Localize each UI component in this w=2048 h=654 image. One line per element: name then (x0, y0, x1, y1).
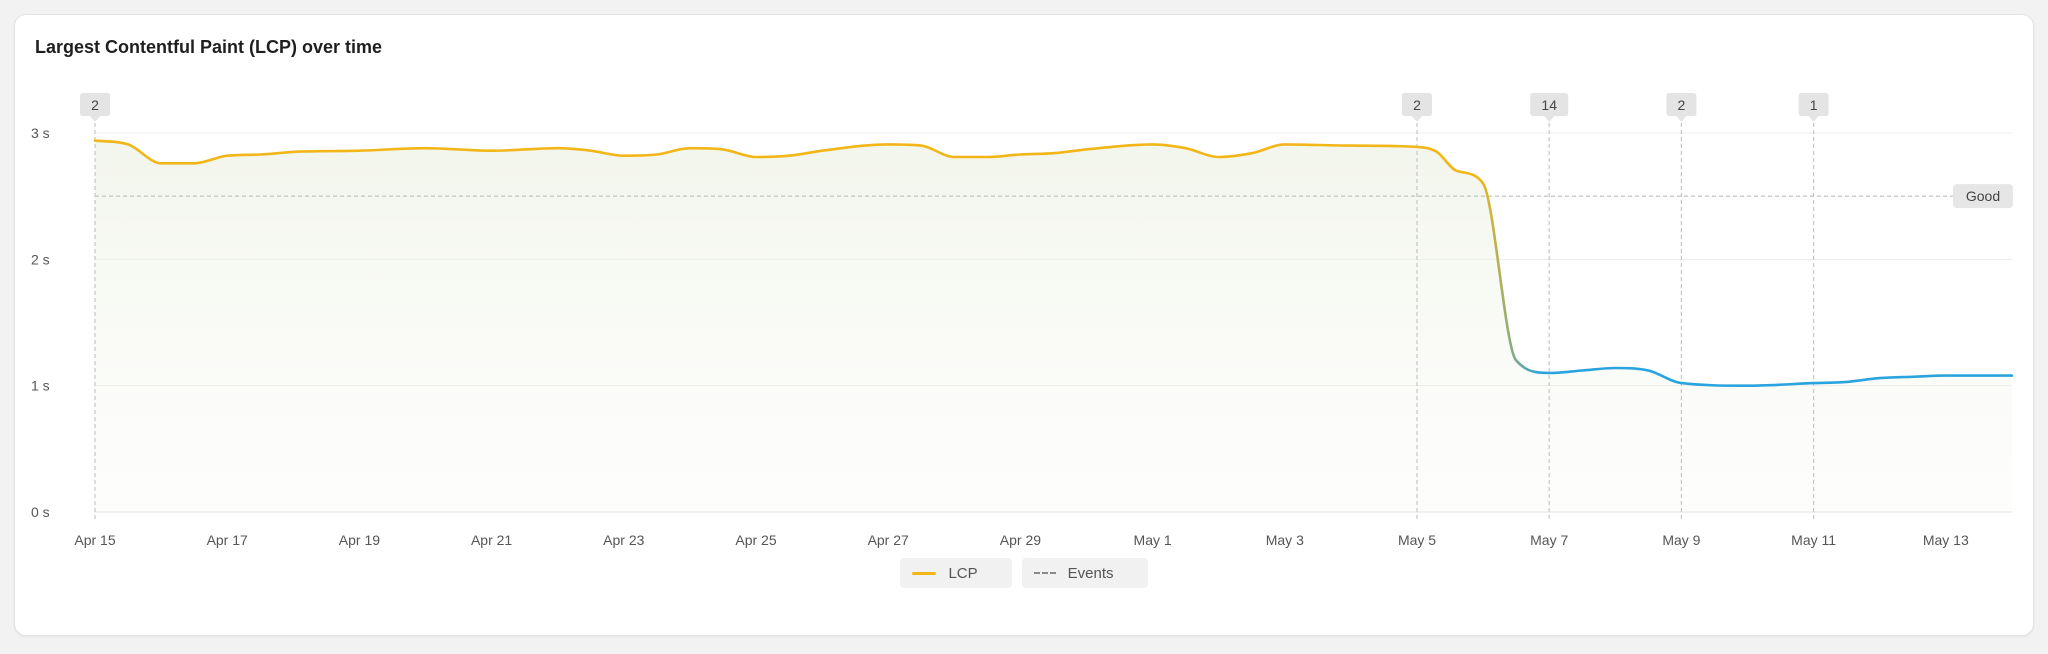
area-layer (95, 140, 2012, 512)
event-count-label: 2 (1678, 97, 1686, 113)
x-tick-label: Apr 23 (603, 532, 644, 548)
legend-label-events: Events (1067, 564, 1114, 582)
legend-item-events[interactable]: Events (1021, 558, 1148, 588)
event-marker[interactable]: 2 (80, 93, 110, 520)
x-tick-label: May 13 (1923, 532, 1969, 548)
event-badge (1402, 93, 1432, 122)
x-tick-label: Apr 19 (339, 532, 380, 548)
lcp-line-swatch-icon (912, 571, 937, 575)
lcp-area (95, 140, 2012, 512)
events-layer: 2 2 14 2 1 (80, 93, 1829, 520)
x-tick-label: Apr 25 (735, 532, 776, 548)
event-marker[interactable]: 2 (1402, 93, 1432, 520)
x-tick-label: Apr 17 (207, 532, 248, 548)
event-count-label: 2 (1413, 97, 1421, 113)
x-tick-label: May 7 (1530, 532, 1568, 548)
x-tick-label: May 9 (1662, 532, 1700, 548)
event-marker[interactable]: 2 (1666, 93, 1697, 520)
x-tick-label: May 1 (1134, 532, 1172, 548)
event-badge (80, 93, 110, 122)
x-tick-label: Apr 15 (74, 532, 115, 548)
event-marker[interactable]: 1 (1798, 93, 1829, 520)
axis-layer: 0 s 1 s 2 s 3 s Apr 15 Apr 17 Apr 19 Apr 21 Apr … (31, 125, 1969, 548)
event-count-label: 14 (1541, 97, 1557, 113)
legend-item-lcp[interactable]: LCP (900, 558, 1012, 588)
x-tick-label: Apr 29 (1000, 532, 1041, 548)
x-tick-label: Apr 27 (868, 532, 909, 548)
y-tick-label: 3 s (31, 125, 50, 141)
event-badge (1798, 93, 1829, 122)
x-tick-label: May 5 (1398, 532, 1436, 548)
event-count-label: 1 (1810, 97, 1818, 113)
x-tick-label: May 11 (1791, 532, 1836, 548)
event-badge (1666, 93, 1697, 122)
y-tick-label: 0 s (31, 504, 50, 520)
dashed-line-swatch-icon (1033, 572, 1056, 574)
chart-legend: LCP Events (0, 558, 2048, 588)
y-tick-label: 2 s (31, 251, 50, 267)
x-tick-label: Apr 21 (471, 532, 512, 548)
good-threshold-badge (1953, 184, 2013, 209)
series-layer (93, 139, 2014, 387)
x-tick-label: May 3 (1266, 532, 1304, 548)
lcp-series-line (93, 139, 2014, 387)
event-badge (1530, 93, 1569, 122)
legend-label-lcp: LCP (948, 564, 978, 582)
good-threshold-label: Good (1966, 188, 2000, 204)
event-count-label: 2 (91, 97, 99, 113)
threshold-layer: Good (95, 184, 2013, 209)
event-marker[interactable]: 14 (1530, 93, 1569, 520)
chart-title: Largest Contentful Paint (LCP) over time (35, 37, 383, 57)
y-tick-label: 1 s (31, 378, 50, 394)
